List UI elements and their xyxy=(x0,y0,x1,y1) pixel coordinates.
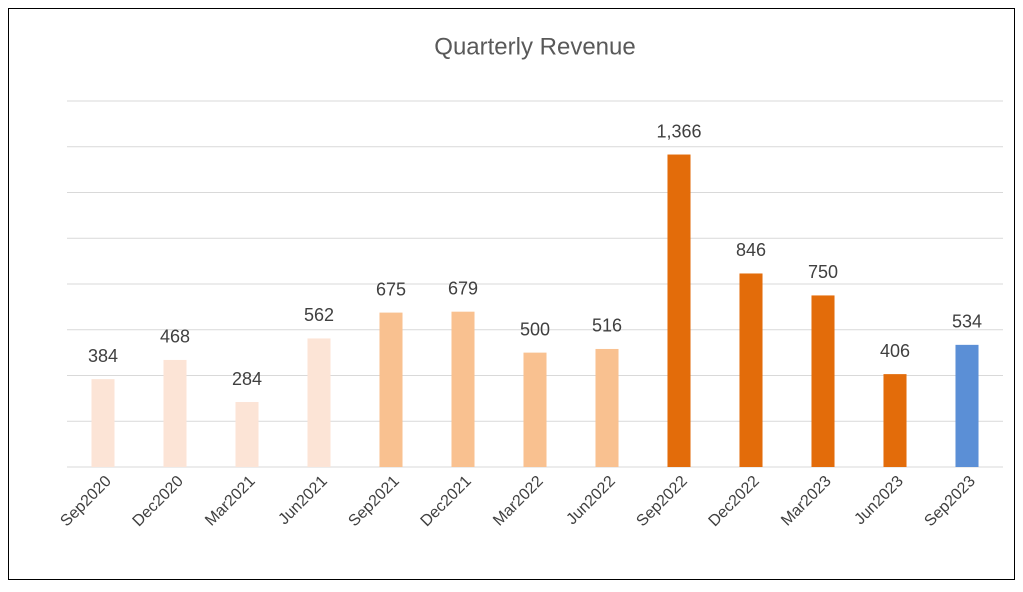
data-label: 384 xyxy=(88,346,118,366)
chart-border xyxy=(8,8,1015,580)
bar xyxy=(883,374,907,467)
data-label: 562 xyxy=(304,305,334,325)
bar xyxy=(91,379,115,467)
data-label: 1,366 xyxy=(656,121,701,141)
bar xyxy=(955,344,979,467)
data-label: 534 xyxy=(952,312,982,332)
bar xyxy=(379,312,403,467)
data-label: 500 xyxy=(520,319,550,339)
chart-title: Quarterly Revenue xyxy=(434,33,635,60)
bar xyxy=(451,311,475,467)
data-label: 468 xyxy=(160,327,190,347)
bar xyxy=(163,359,187,467)
data-label: 750 xyxy=(808,262,838,282)
bar xyxy=(307,338,331,467)
bar xyxy=(235,402,259,467)
data-label: 679 xyxy=(448,278,478,298)
data-label: 284 xyxy=(232,369,262,389)
bar xyxy=(523,352,547,467)
bar xyxy=(595,348,619,467)
data-label: 675 xyxy=(376,279,406,299)
bar xyxy=(811,295,835,467)
bar xyxy=(739,273,763,467)
data-label: 846 xyxy=(736,240,766,260)
data-label: 516 xyxy=(592,316,622,336)
bar xyxy=(667,154,691,467)
data-label: 406 xyxy=(880,341,910,361)
